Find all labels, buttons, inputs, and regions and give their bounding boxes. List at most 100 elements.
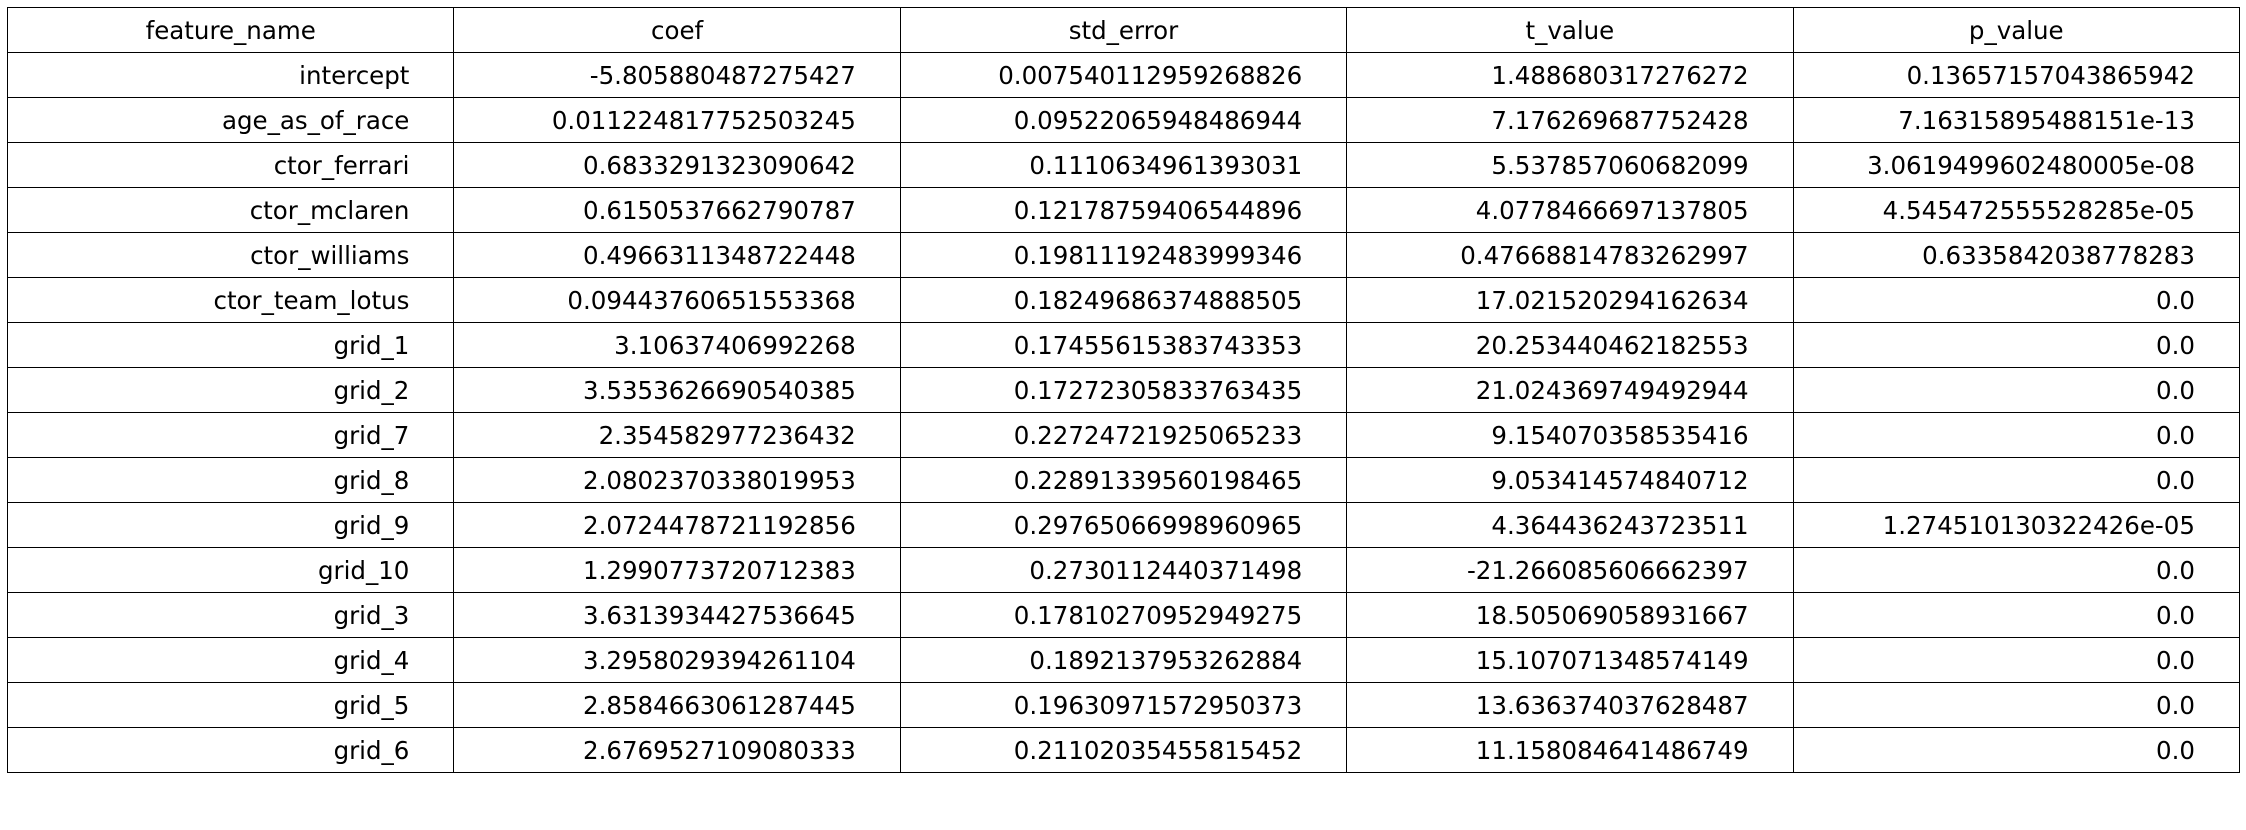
column-header-std-error: std_error [899, 7, 1348, 53]
cell-p-value: 0.0 [1792, 412, 2240, 458]
cell-std-error: 0.19811192483999346 [899, 232, 1348, 278]
cell-std-error: 0.17272305833763435 [899, 367, 1348, 413]
cell-std-error: 0.19630971572950373 [899, 682, 1348, 728]
cell-t-value: 18.505069058931667 [1346, 592, 1794, 638]
cell-coef: 0.6150537662790787 [453, 187, 901, 233]
cell-feature-name: grid_1 [6, 322, 455, 368]
table-row: grid_5 2.8584663061287445 0.19630971572950… [6, 682, 2240, 728]
table-header: feature_name coef std_error t_value p_value [6, 7, 2240, 53]
table-row: ctor_team_lotus 0.09443760651553368 0.1824… [6, 277, 2240, 323]
cell-feature-name: grid_7 [6, 412, 455, 458]
cell-p-value: 0.0 [1792, 592, 2240, 638]
cell-p-value: 0.0 [1792, 457, 2240, 503]
cell-t-value: 5.537857060682099 [1346, 142, 1794, 188]
cell-t-value: 17.021520294162634 [1346, 277, 1794, 323]
cell-t-value: 9.154070358535416 [1346, 412, 1794, 458]
cell-std-error: 0.1110634961393031 [899, 142, 1348, 188]
coefficient-table: feature_name coef std_error t_value p_value … [6, 7, 2240, 773]
cell-std-error: 0.2730112440371498 [899, 547, 1348, 593]
cell-std-error: 0.21102035455815452 [899, 727, 1348, 773]
cell-std-error: 0.12178759406544896 [899, 187, 1348, 233]
cell-t-value: 1.488680317276272 [1346, 52, 1794, 98]
cell-coef: 2.0802370338019953 [453, 457, 901, 503]
cell-p-value: 1.274510130322426e-05 [1792, 502, 2240, 548]
cell-std-error: 0.007540112959268826 [899, 52, 1348, 98]
cell-std-error: 0.18249686374888505 [899, 277, 1348, 323]
cell-coef: 1.2990773720712383 [453, 547, 901, 593]
table-row: grid_2 3.5353626690540385 0.17272305833763… [6, 367, 2240, 413]
cell-coef: 0.09443760651553368 [453, 277, 901, 323]
cell-t-value: -21.266085606662397 [1346, 547, 1794, 593]
cell-feature-name: grid_3 [6, 592, 455, 638]
cell-p-value: 0.0 [1792, 367, 2240, 413]
cell-std-error: 0.22891339560198465 [899, 457, 1348, 503]
cell-t-value: 0.47668814783262997 [1346, 232, 1794, 278]
cell-coef: 0.4966311348722448 [453, 232, 901, 278]
table-row: intercept -5.805880487275427 0.00754011295… [6, 52, 2240, 98]
cell-std-error: 0.22724721925065233 [899, 412, 1348, 458]
table-row: ctor_ferrari 0.6833291323090642 0.11106349… [6, 142, 2240, 188]
cell-feature-name: ctor_team_lotus [6, 277, 455, 323]
cell-p-value: 0.13657157043865942 [1792, 52, 2240, 98]
column-header-coef: coef [453, 7, 901, 53]
cell-feature-name: grid_2 [6, 367, 455, 413]
cell-p-value: 0.0 [1792, 277, 2240, 323]
table-row: age_as_of_race 0.011224817752503245 0.0952… [6, 97, 2240, 143]
cell-coef: 3.10637406992268 [453, 322, 901, 368]
cell-std-error: 0.17810270952949275 [899, 592, 1348, 638]
column-header-t-value: t_value [1346, 7, 1794, 53]
table-row: ctor_mclaren 0.6150537662790787 0.12178759… [6, 187, 2240, 233]
cell-t-value: 15.107071348574149 [1346, 637, 1794, 683]
header-row: feature_name coef std_error t_value p_value [6, 7, 2240, 53]
table-row: grid_7 2.354582977236432 0.227247219250652… [6, 412, 2240, 458]
cell-coef: 2.0724478721192856 [453, 502, 901, 548]
cell-feature-name: grid_8 [6, 457, 455, 503]
cell-coef: 3.6313934427536645 [453, 592, 901, 638]
cell-t-value: 11.158084641486749 [1346, 727, 1794, 773]
cell-p-value: 7.16315895488151e-13 [1792, 97, 2240, 143]
table-row: ctor_williams 0.4966311348722448 0.1981119… [6, 232, 2240, 278]
cell-p-value: 0.0 [1792, 682, 2240, 728]
cell-std-error: 0.29765066998960965 [899, 502, 1348, 548]
cell-p-value: 0.0 [1792, 322, 2240, 368]
table-row: grid_1 3.10637406992268 0.1745561538374335… [6, 322, 2240, 368]
cell-feature-name: grid_5 [6, 682, 455, 728]
cell-feature-name: ctor_ferrari [6, 142, 455, 188]
cell-p-value: 0.6335842038778283 [1792, 232, 2240, 278]
table-body: intercept -5.805880487275427 0.00754011295… [6, 52, 2240, 773]
cell-t-value: 21.024369749492944 [1346, 367, 1794, 413]
cell-coef: 3.5353626690540385 [453, 367, 901, 413]
cell-t-value: 20.253440462182553 [1346, 322, 1794, 368]
cell-p-value: 3.0619499602480005e-08 [1792, 142, 2240, 188]
column-header-feature-name: feature_name [6, 7, 455, 53]
cell-t-value: 4.364436243723511 [1346, 502, 1794, 548]
table-row: grid_3 3.6313934427536645 0.17810270952949… [6, 592, 2240, 638]
table-row: grid_6 2.6769527109080333 0.21102035455815… [6, 727, 2240, 773]
cell-coef: 3.2958029394261104 [453, 637, 901, 683]
cell-std-error: 0.1892137953262884 [899, 637, 1348, 683]
table-row: grid_8 2.0802370338019953 0.22891339560198… [6, 457, 2240, 503]
cell-p-value: 4.545472555528285e-05 [1792, 187, 2240, 233]
cell-t-value: 4.0778466697137805 [1346, 187, 1794, 233]
cell-p-value: 0.0 [1792, 727, 2240, 773]
cell-feature-name: grid_4 [6, 637, 455, 683]
cell-p-value: 0.0 [1792, 637, 2240, 683]
cell-coef: 2.6769527109080333 [453, 727, 901, 773]
cell-coef: 0.011224817752503245 [453, 97, 901, 143]
cell-coef: 0.6833291323090642 [453, 142, 901, 188]
cell-feature-name: ctor_mclaren [6, 187, 455, 233]
cell-coef: 2.354582977236432 [453, 412, 901, 458]
coefficient-table-container: feature_name coef std_error t_value p_value … [6, 7, 2240, 773]
cell-t-value: 9.053414574840712 [1346, 457, 1794, 503]
cell-feature-name: age_as_of_race [6, 97, 455, 143]
cell-p-value: 0.0 [1792, 547, 2240, 593]
table-row: grid_10 1.2990773720712383 0.2730112440371… [6, 547, 2240, 593]
cell-std-error: 0.17455615383743353 [899, 322, 1348, 368]
cell-feature-name: grid_6 [6, 727, 455, 773]
column-header-p-value: p_value [1792, 7, 2240, 53]
cell-t-value: 7.176269687752428 [1346, 97, 1794, 143]
cell-std-error: 0.09522065948486944 [899, 97, 1348, 143]
cell-t-value: 13.636374037628487 [1346, 682, 1794, 728]
cell-coef: 2.8584663061287445 [453, 682, 901, 728]
cell-feature-name: grid_10 [6, 547, 455, 593]
